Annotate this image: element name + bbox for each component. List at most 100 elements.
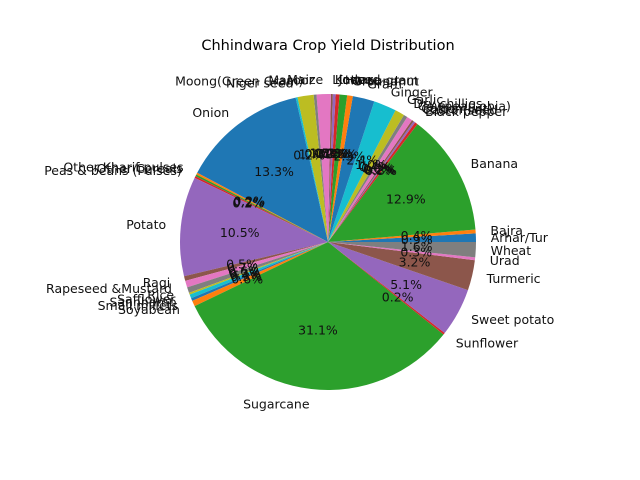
pct-label-arhar-tur: 0.9% — [401, 232, 433, 247]
label-urad: Urad — [490, 253, 520, 268]
slice-ragi — [184, 242, 328, 281]
slice-linseed — [328, 94, 333, 242]
slice-turmeric — [328, 242, 475, 291]
slice-sugarcane — [194, 242, 444, 390]
slice-horse-gram — [328, 94, 348, 242]
slice-cowpea-lobia — [328, 116, 413, 242]
slice-jowar — [328, 94, 340, 242]
pct-label-dry-chillies: 0.4% — [359, 159, 391, 174]
pct-label-turmeric: 3.2% — [399, 255, 431, 270]
label-rapeseed-mustard: Rapeseed &Mustard — [46, 281, 172, 296]
slice-arhar-tur — [328, 233, 476, 242]
label-sunflower: Sunflower — [456, 335, 519, 350]
label-onion: Onion — [192, 105, 229, 120]
label-safflower: Safflower — [117, 291, 176, 306]
pct-label-safflower: 0.2% — [229, 266, 261, 281]
slice-kodo — [328, 94, 336, 242]
label-groundnut: Groundnut — [352, 74, 419, 89]
slice-sunflower — [328, 242, 445, 335]
label-dry-chillies: Dry chillies — [413, 96, 482, 111]
label-sannhamp: Sannhamp — [109, 294, 176, 309]
label-wheat: Wheat — [491, 243, 532, 258]
label-gram: Gram — [367, 77, 402, 92]
label-castor-seed: Castor seed — [423, 102, 497, 117]
pct-label-sannhamp: 0.4% — [230, 267, 262, 282]
label-sweet-potato: Sweet potato — [471, 312, 554, 327]
slice-potato — [179, 177, 328, 277]
pct-label-rice: 0.6% — [228, 263, 260, 278]
pct-label-potato: 10.5% — [220, 225, 260, 240]
pct-label-banana: 12.9% — [386, 192, 426, 207]
slice-rapeseed-mustard — [185, 242, 328, 288]
label-ragi: Ragi — [143, 275, 170, 290]
pct-label-gram: 2.3% — [334, 148, 366, 163]
slice-moong-green-gram — [297, 94, 328, 242]
slice-castor-seed — [328, 121, 416, 242]
pct-label-masoor: 0.3% — [304, 146, 336, 161]
pct-label-sweet-potato: 5.1% — [390, 277, 422, 292]
slice-cotton-lint — [328, 120, 414, 242]
label-kodo: Kodo — [335, 72, 366, 87]
label-maize: Maize — [287, 72, 323, 87]
pct-label-sugarcane: 31.1% — [298, 323, 338, 338]
label-black-pepper: Black pepper — [425, 104, 508, 119]
slice-ginger — [328, 101, 396, 242]
pct-label-black-pepper: 0.3% — [365, 163, 397, 178]
slice-garlic — [328, 110, 404, 242]
slice-other-cereals — [195, 174, 328, 242]
label-peas-beans-pulses: Peas & beans (Pulses) — [44, 163, 182, 178]
label-moong-green-gram: Moong(Green Gram) — [175, 74, 303, 89]
pct-label-kodo: 0.3% — [316, 146, 348, 161]
pct-label-small-millets: 0.3% — [230, 269, 262, 284]
pct-label-horse-gram: 0.8% — [321, 146, 353, 161]
pct-label-wheat: 1.6% — [401, 239, 433, 254]
slice-dry-chillies — [328, 114, 408, 242]
label-ginger: Ginger — [391, 84, 434, 99]
label-soyabean: Soyabean — [118, 302, 180, 317]
pct-label-niger-seed: 0.2% — [293, 148, 325, 163]
pct-label-ragi: 0.5% — [226, 256, 258, 271]
slice-groundnut — [328, 95, 353, 242]
pct-label-linseed: 0.2% — [314, 146, 346, 161]
slice-urad — [328, 242, 476, 261]
slice-black-pepper — [328, 122, 418, 242]
pct-label-groundnut: 0.6% — [325, 147, 357, 162]
pct-label-cowpea-lobia: 0.6% — [361, 160, 393, 175]
pct-label-maize: 1.5% — [310, 146, 342, 161]
label-other-cereals: Other Cereals — [97, 161, 183, 176]
slice-wheat — [328, 242, 476, 258]
pct-label-other-kharif-pulses: 0.2% — [233, 193, 265, 208]
label-cotton-lint: Cotton(lint) — [421, 101, 492, 116]
pct-label-castor-seed: 0.2% — [364, 162, 396, 177]
label-sugarcane: Sugarcane — [243, 396, 310, 411]
slice-masoor — [313, 94, 328, 242]
label-small-millets: Small millets — [98, 298, 178, 313]
slice-bajra — [328, 229, 476, 242]
pct-label-cotton-lint: 0.2% — [363, 162, 395, 177]
pct-label-jowar: 0.4% — [318, 146, 350, 161]
pct-label-moong-green-gram: 1.7% — [299, 147, 331, 162]
slice-banana — [328, 124, 476, 242]
label-niger-seed: Niger seed — [226, 75, 293, 90]
pct-label-peas-beans-pulses: 0.2% — [232, 196, 264, 211]
label-bajra: Bajra — [490, 223, 523, 238]
label-arhar-tur: Arhar/Tur — [491, 230, 549, 245]
label-turmeric: Turmeric — [486, 271, 541, 286]
pct-label-ginger: 2.4% — [346, 153, 378, 168]
pct-label-soyabean: 0.6% — [231, 271, 263, 286]
percentage-labels: 0.9%0.4%12.9%0.3%0.2%0.2%0.6%0.4%1.0%2.4… — [220, 146, 433, 338]
slice-small-millets — [191, 242, 328, 301]
slice-onion — [197, 97, 328, 242]
pct-label-urad: 0.3% — [400, 245, 432, 260]
slice-sweet-potato — [328, 242, 468, 333]
pct-label-bajra: 0.4% — [401, 228, 433, 243]
slice-other-kharif-pulses — [196, 172, 328, 242]
pct-label-other-cereals: 0.2% — [233, 194, 265, 209]
pct-label-onion: 13.3% — [254, 164, 294, 179]
label-jowar: Jowar — [338, 72, 374, 87]
label-potato: Potato — [126, 217, 166, 232]
slice-niger-seed — [295, 97, 328, 243]
slice-soyabean — [192, 242, 328, 307]
